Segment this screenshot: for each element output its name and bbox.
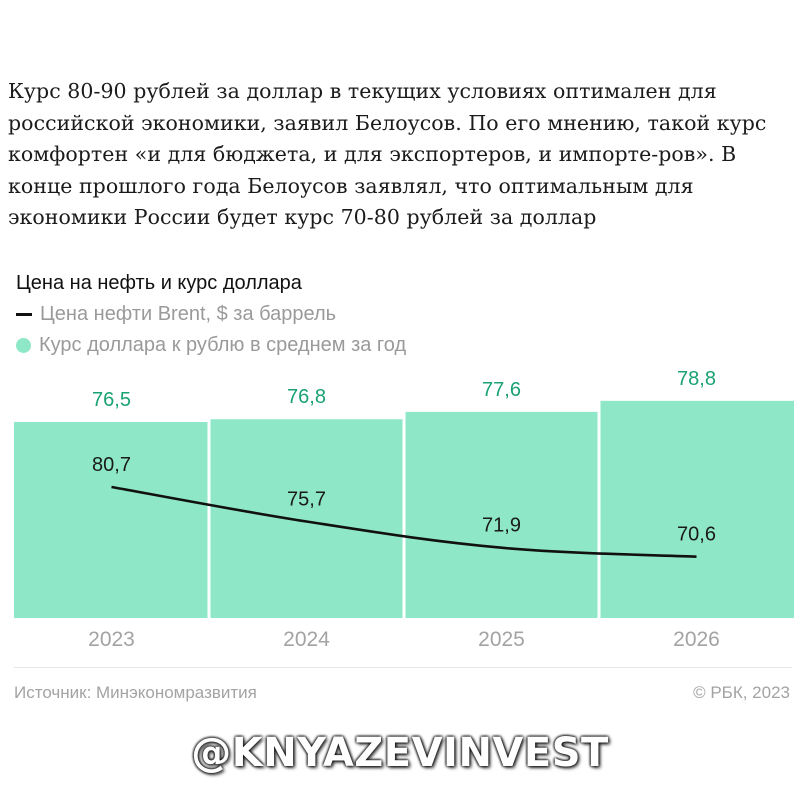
- divider: [14, 667, 792, 668]
- line-label-2024: 75,7: [287, 489, 326, 511]
- bar-2023: [14, 422, 208, 618]
- x-tick-2026: 2026: [673, 628, 720, 651]
- bar-label-2025: 77,6: [482, 379, 521, 401]
- copyright-text: © РБК, 2023: [693, 683, 790, 702]
- oil-price-line: [111, 485, 697, 558]
- bar-2024: [210, 419, 403, 618]
- bar-2025: [405, 411, 598, 618]
- watermark: @KNYAZEVINVEST: [191, 730, 609, 776]
- bar-label-2024: 76,8: [287, 386, 326, 408]
- x-tick-2025: 2025: [478, 628, 525, 651]
- x-tick-2023: 2023: [88, 628, 135, 651]
- line-label-2025: 71,9: [482, 515, 521, 537]
- line-label-2023: 80,7: [92, 454, 131, 476]
- bar-2026: [600, 400, 794, 618]
- x-tick-2024: 2024: [283, 628, 330, 651]
- legend-line-marker: [16, 313, 32, 316]
- legend-oil-label: Цена нефти Brent, $ за баррель: [40, 303, 337, 325]
- source-text: Источник: Минэкономразвития: [14, 683, 257, 702]
- bar-label-2023: 76,5: [92, 389, 131, 411]
- legend-usd: Курс доллара к рублю в среднем за год: [16, 334, 406, 357]
- line-label-2026: 70,6: [677, 524, 716, 546]
- chart-title: Цена на нефть и курс доллара: [16, 272, 302, 294]
- bar-label-2026: 78,8: [677, 368, 716, 390]
- headline-text: Курс 80-90 рублей за доллар в текущих ус…: [8, 79, 767, 229]
- legend-dot-marker: [16, 338, 31, 353]
- legend-oil: Цена нефти Brent, $ за баррель: [16, 303, 336, 326]
- legend-usd-label: Курс доллара к рублю в среднем за год: [39, 334, 407, 356]
